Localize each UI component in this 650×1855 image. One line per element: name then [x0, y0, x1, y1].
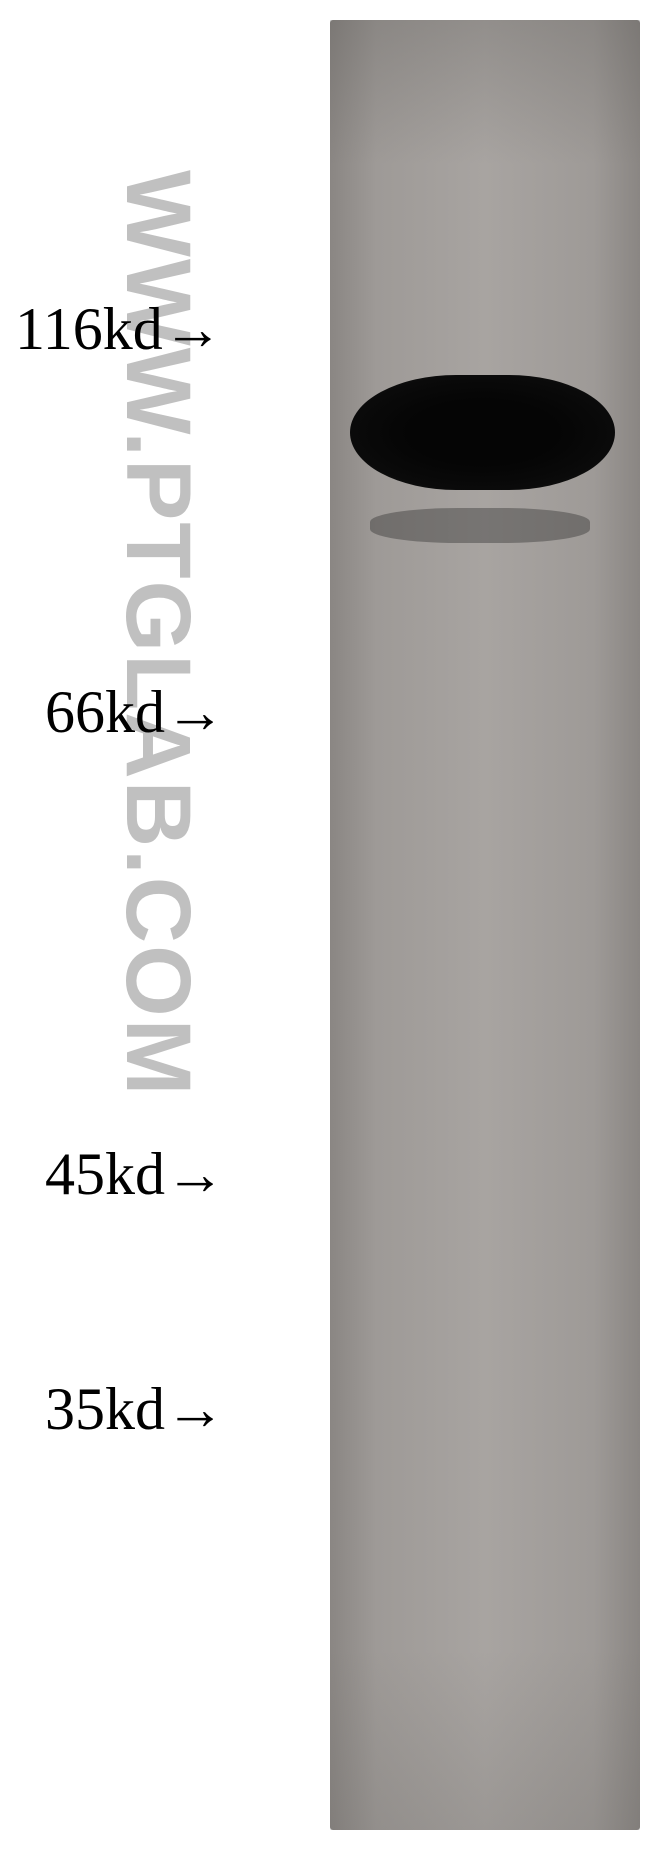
arrow-icon: →: [163, 295, 223, 364]
marker-116kd: 116kd→: [15, 295, 223, 364]
marker-label-text: 66kd: [45, 679, 165, 745]
marker-45kd: 45kd→: [45, 1140, 225, 1209]
primary-band: [350, 375, 615, 490]
arrow-icon: →: [165, 678, 225, 747]
secondary-band: [370, 508, 590, 543]
arrow-icon: →: [165, 1140, 225, 1209]
marker-label-text: 116kd: [15, 296, 163, 362]
lane-gradient-overlay: [330, 20, 640, 1830]
marker-label-text: 35kd: [45, 1376, 165, 1442]
blot-container: WWW.PTGLAB.COM 116kd→ 66kd→ 45kd→ 35kd→: [0, 0, 650, 1855]
marker-66kd: 66kd→: [45, 678, 225, 747]
marker-label-text: 45kd: [45, 1141, 165, 1207]
blot-lane: [330, 20, 640, 1830]
marker-35kd: 35kd→: [45, 1375, 225, 1444]
arrow-icon: →: [165, 1375, 225, 1444]
